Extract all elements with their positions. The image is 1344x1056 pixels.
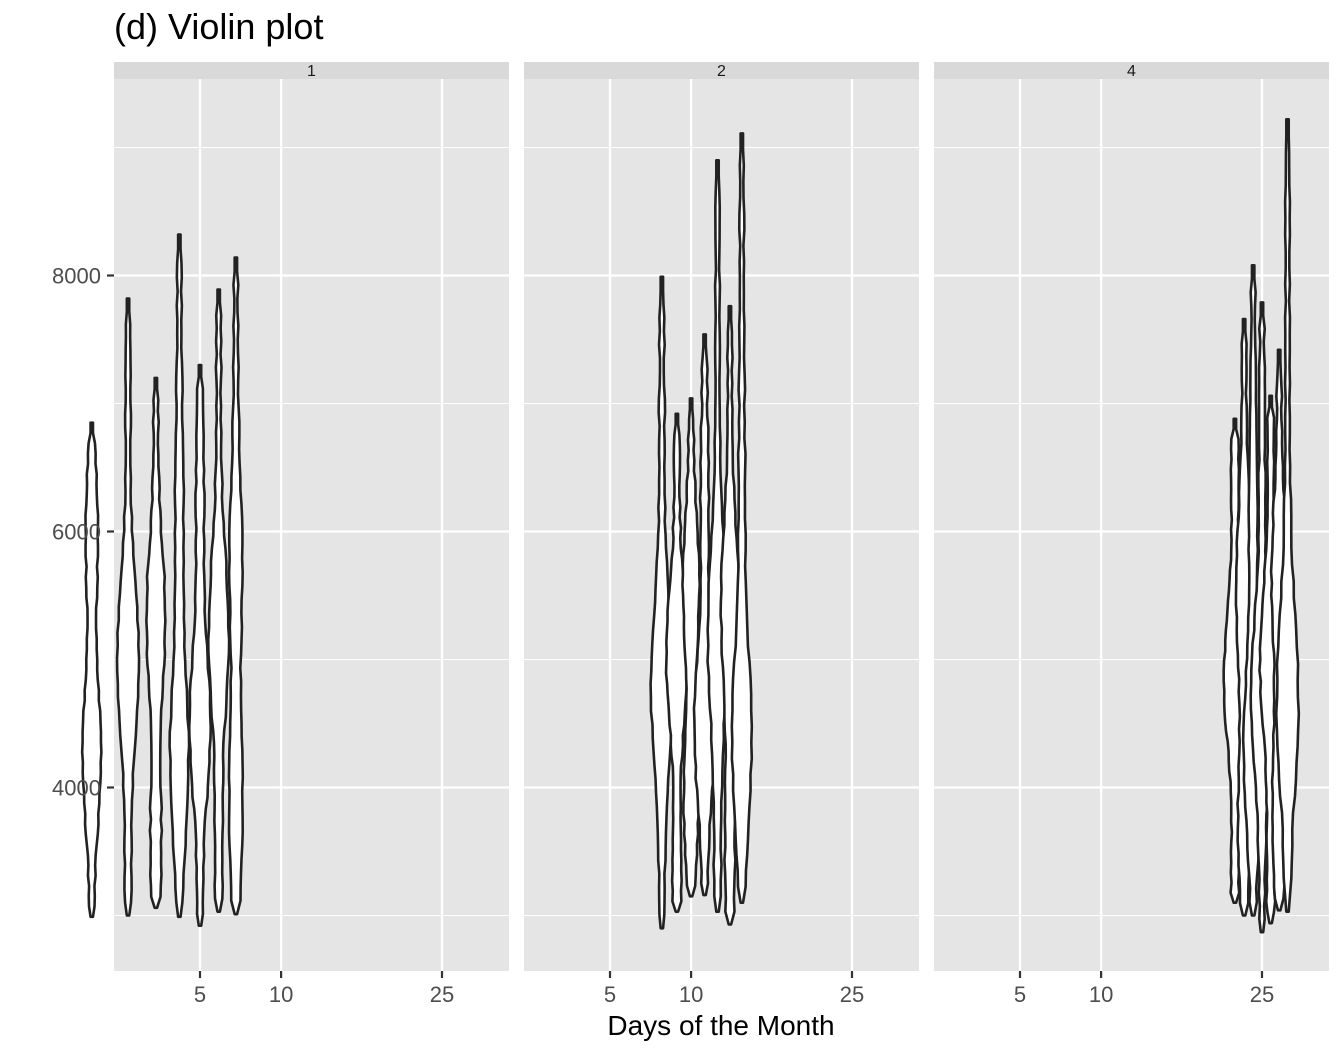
x-tick-label: 10 — [1089, 982, 1113, 1007]
violin-day-2 — [115, 297, 141, 917]
violin-day-5 — [187, 363, 213, 928]
violin-day-1 — [80, 421, 103, 919]
facet-panel-2: 25 10 25 — [524, 62, 919, 1007]
violin-day-8 — [649, 275, 675, 930]
y-tick-label: 4000 — [52, 776, 101, 801]
x-axis-title: Days of the Month — [607, 1010, 834, 1041]
facet-strip — [114, 62, 509, 79]
facet-strip-label: 4 — [1127, 63, 1136, 80]
y-tick-label: 8000 — [52, 264, 101, 289]
violin-day-4 — [168, 233, 191, 919]
chart-title: (d) Violin plot — [114, 6, 324, 47]
facet-panel-1: 1 5 10 25 — [80, 62, 509, 1007]
violin-day-14 — [730, 132, 754, 904]
facet-strip — [934, 62, 1329, 79]
violin-day-3 — [145, 376, 167, 910]
x-tick-label: 5 — [604, 982, 616, 1007]
x-tick-label: 10 — [269, 982, 293, 1007]
violin-day-12 — [706, 159, 729, 913]
facet-strip-label: 2 — [717, 63, 726, 80]
facet-strip-label: 1 — [307, 63, 316, 80]
x-tick-label: 25 — [430, 982, 454, 1007]
x-tick-label: 10 — [679, 982, 703, 1007]
x-tick-label: 25 — [840, 982, 864, 1007]
facet-strip — [524, 62, 919, 79]
x-tick-label: 5 — [194, 982, 206, 1007]
facet-panel-4: 4 5 10 25 — [934, 62, 1329, 1007]
violin-day-11 — [692, 333, 717, 897]
violin-day-7 — [227, 256, 245, 916]
violin-day-6 — [206, 288, 231, 913]
x-tick-label: 25 — [1250, 982, 1274, 1007]
y-tick-label: 6000 — [52, 520, 101, 545]
violin-day-28 — [1274, 118, 1301, 913]
x-tick-label: 5 — [1014, 982, 1026, 1007]
